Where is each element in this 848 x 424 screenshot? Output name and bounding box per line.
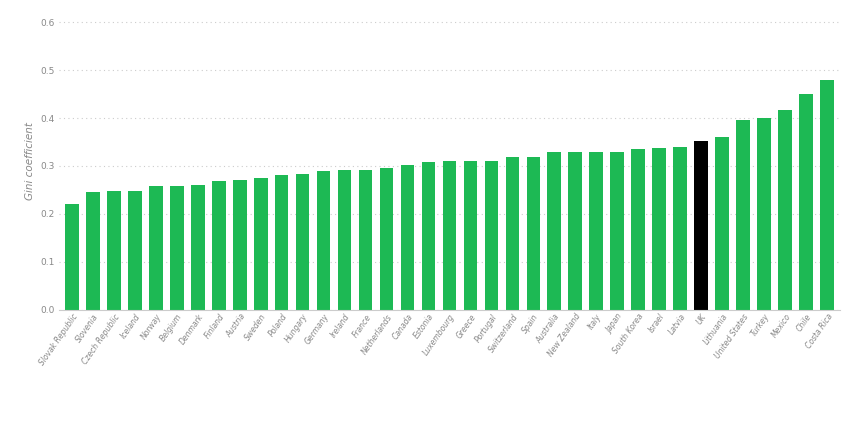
Bar xyxy=(338,170,351,310)
Bar xyxy=(673,147,687,310)
Bar xyxy=(254,178,267,310)
Bar xyxy=(464,161,477,310)
Bar xyxy=(400,165,415,310)
Bar xyxy=(212,181,226,310)
Bar xyxy=(820,80,834,310)
Bar xyxy=(170,186,184,310)
Bar xyxy=(799,94,812,310)
Bar xyxy=(778,110,792,310)
Bar xyxy=(86,192,100,310)
Bar xyxy=(128,191,142,310)
Bar xyxy=(632,149,645,310)
Bar xyxy=(484,161,498,310)
Bar xyxy=(611,151,624,310)
Bar xyxy=(568,151,582,310)
Bar xyxy=(527,157,540,310)
Bar xyxy=(715,137,729,310)
Bar xyxy=(736,120,750,310)
Bar xyxy=(149,187,163,310)
Bar xyxy=(191,185,204,310)
Bar xyxy=(296,174,310,310)
Bar xyxy=(107,191,120,310)
Bar xyxy=(359,170,372,310)
Bar xyxy=(589,151,603,310)
Bar xyxy=(317,171,331,310)
Bar xyxy=(443,161,456,310)
Bar xyxy=(505,157,519,310)
Bar xyxy=(652,148,666,310)
Bar xyxy=(421,162,435,310)
Bar xyxy=(380,168,393,310)
Y-axis label: Gini coefficient: Gini coefficient xyxy=(25,122,35,200)
Bar xyxy=(233,180,247,310)
Bar xyxy=(65,204,79,310)
Bar xyxy=(548,151,561,310)
Bar xyxy=(695,142,708,310)
Bar xyxy=(275,175,288,310)
Bar xyxy=(757,118,771,310)
